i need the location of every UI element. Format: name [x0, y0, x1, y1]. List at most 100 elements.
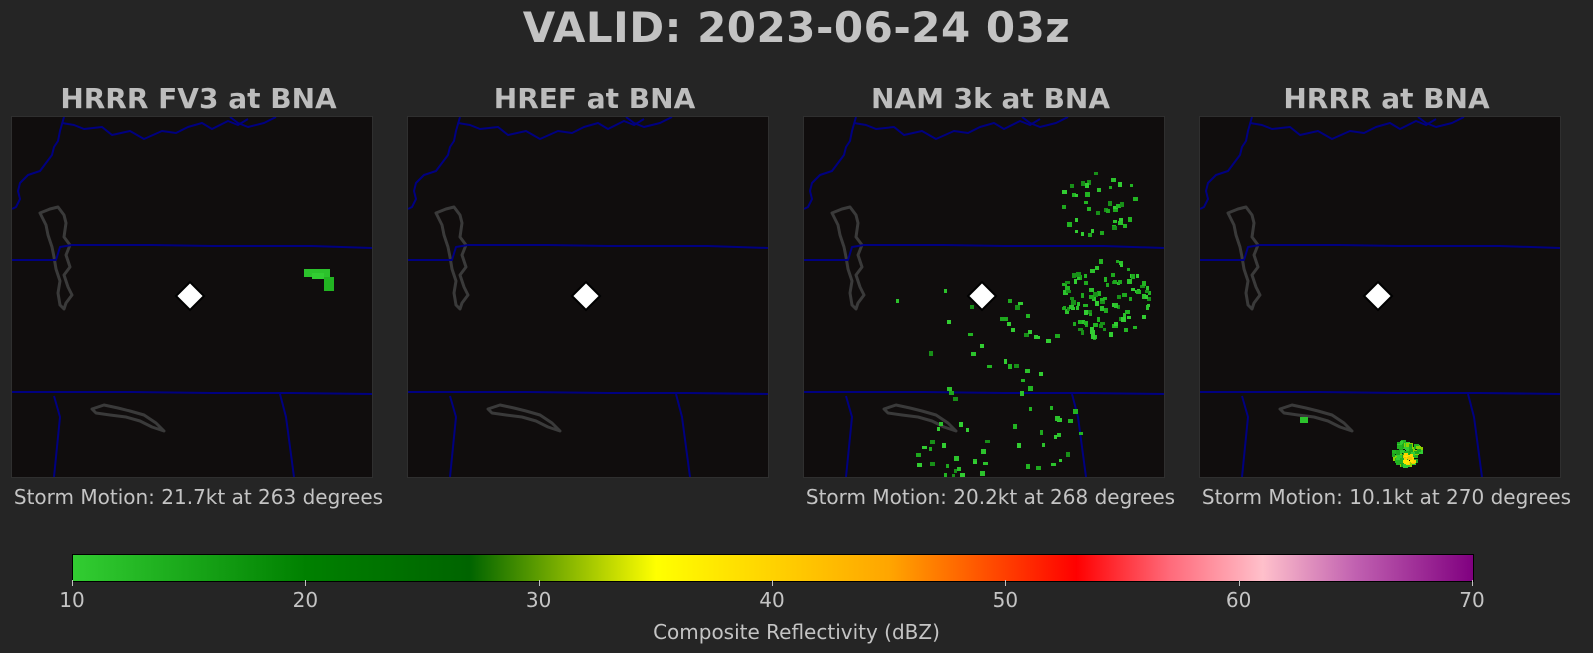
reflectivity-pixel	[966, 428, 969, 432]
state-border	[675, 393, 691, 477]
state-border	[61, 117, 277, 140]
reflectivity-pixel	[980, 344, 984, 348]
radar-map	[407, 116, 769, 478]
reflectivity-pixel	[1050, 406, 1053, 410]
reflectivity-pixel	[930, 462, 935, 466]
reflectivity-pixel	[1037, 336, 1040, 339]
reflectivity-pixel	[1140, 285, 1145, 288]
reflectivity-pixel	[1062, 205, 1066, 209]
reflectivity-pixel	[957, 467, 961, 471]
reflectivity-pixel	[1094, 172, 1098, 175]
colorbar-tick-label: 70	[1459, 588, 1485, 612]
reflectivity-pixel	[1014, 364, 1019, 368]
state-border	[53, 395, 61, 477]
state-border	[1467, 393, 1483, 477]
reflectivity-pixel	[1136, 290, 1141, 294]
reflectivity-pixel	[1081, 320, 1085, 324]
reflectivity-pixel	[1077, 277, 1080, 280]
reflectivity-pixel	[1111, 178, 1116, 182]
reflectivity-pixel	[1078, 328, 1083, 331]
reflectivity-pixel	[1099, 259, 1103, 264]
reflectivity-pixel	[1071, 300, 1076, 305]
colorbar-tick-label: 30	[525, 588, 552, 612]
reflectivity-pixel	[1070, 184, 1074, 188]
main-title: VALID: 2023-06-24 03z	[522, 3, 1071, 52]
reflectivity-pixel	[1406, 447, 1409, 451]
reflectivity-pixel	[1113, 280, 1117, 284]
lake-outline	[882, 403, 958, 433]
reflectivity-pixel	[1136, 274, 1139, 278]
reflectivity-pixel	[1091, 334, 1095, 339]
reflectivity-pixel	[1100, 300, 1105, 304]
reflectivity-pixel	[1106, 283, 1109, 287]
bna-site-marker	[570, 280, 602, 312]
state-border	[457, 117, 673, 140]
reflectivity-pixel	[1055, 416, 1060, 421]
reflectivity-pixel	[1120, 264, 1123, 267]
reflectivity-pixel	[1116, 204, 1121, 208]
reflectivity-pixel	[1409, 444, 1412, 449]
reflectivity-pixel	[1095, 266, 1099, 270]
reflectivity-pixel	[1127, 268, 1130, 271]
river-border	[1200, 117, 1253, 210]
reflectivity-pixel	[987, 365, 992, 368]
reflectivity-pixel	[1079, 432, 1083, 435]
reflectivity-pixel	[1148, 291, 1151, 295]
state-border	[408, 391, 768, 395]
reflectivity-pixel	[1408, 451, 1411, 455]
reflectivity-pixel	[1081, 181, 1085, 186]
reflectivity-pixel	[1118, 280, 1122, 284]
reflectivity-pixel	[312, 273, 324, 279]
colorbar-tick-label: 60	[1225, 588, 1252, 612]
reflectivity-pixel	[1403, 460, 1407, 463]
colorbar-ticks: 10 20 30 40 50 60 70	[59, 580, 1485, 612]
reflectivity-pixel	[1093, 292, 1098, 297]
storm-motion: Storm Motion: 20.2kt at 268 degrees	[805, 485, 1176, 509]
map-canvas	[804, 117, 1164, 477]
panel-hrrr: HRRR at BNA Storm Motion: 10.1kt at 270 …	[1188, 80, 1585, 540]
reflectivity-pixel	[1020, 391, 1024, 396]
reflectivity-pixel	[929, 447, 932, 451]
reflectivity-pixel	[954, 456, 959, 461]
reflectivity-pixel	[1076, 272, 1081, 277]
reflectivity-pixel	[1416, 446, 1421, 449]
reflectivity-pixel	[1117, 295, 1121, 299]
state-border	[12, 391, 372, 395]
reflectivity-pixel	[1072, 273, 1076, 278]
reflectivity-pixel	[1096, 211, 1100, 215]
reflectivity-pixel	[1100, 298, 1104, 301]
reflectivity-pixel	[930, 440, 935, 444]
reflectivity-pixel	[959, 422, 963, 427]
reflectivity-pixel	[1062, 190, 1067, 194]
reflectivity-pixel	[973, 461, 977, 464]
reflectivity-pixel	[1091, 229, 1094, 233]
panel-title: NAM 3k at BNA	[870, 82, 1111, 115]
reflectivity-pixel	[1411, 460, 1416, 463]
reflectivity-pixel	[954, 469, 957, 473]
radar-map	[11, 116, 373, 478]
radar-map	[1199, 116, 1561, 478]
reflectivity-pixel	[1054, 435, 1057, 439]
reflectivity-pixel	[942, 443, 946, 448]
reflectivity-pixel	[1404, 457, 1407, 462]
reflectivity-pixel	[1103, 328, 1106, 331]
reflectivity-pixel	[1067, 222, 1072, 227]
reflectivity-pixel	[971, 352, 976, 356]
reflectivity-pixel	[1127, 279, 1132, 284]
reflectivity-pixel	[1090, 269, 1095, 273]
colorbar-tick-label: 20	[292, 588, 319, 612]
lake-outline	[1226, 205, 1262, 311]
reflectivity-pixel	[1088, 310, 1092, 314]
reflectivity-pixel	[1075, 194, 1078, 197]
colorbar-tick	[538, 580, 540, 586]
reflectivity-pixel	[1113, 220, 1117, 223]
reflectivity-pixel	[1074, 279, 1077, 284]
bna-site-marker	[174, 280, 206, 312]
reflectivity-pixel	[1070, 297, 1074, 300]
reflectivity-pixel	[1417, 448, 1421, 452]
reflectivity-pixel	[324, 277, 334, 291]
reflectivity-pixel	[1129, 297, 1132, 301]
reflectivity-pixel	[1113, 209, 1118, 212]
reflectivity-pixel	[1119, 261, 1123, 265]
reflectivity-pixel	[1097, 317, 1100, 322]
